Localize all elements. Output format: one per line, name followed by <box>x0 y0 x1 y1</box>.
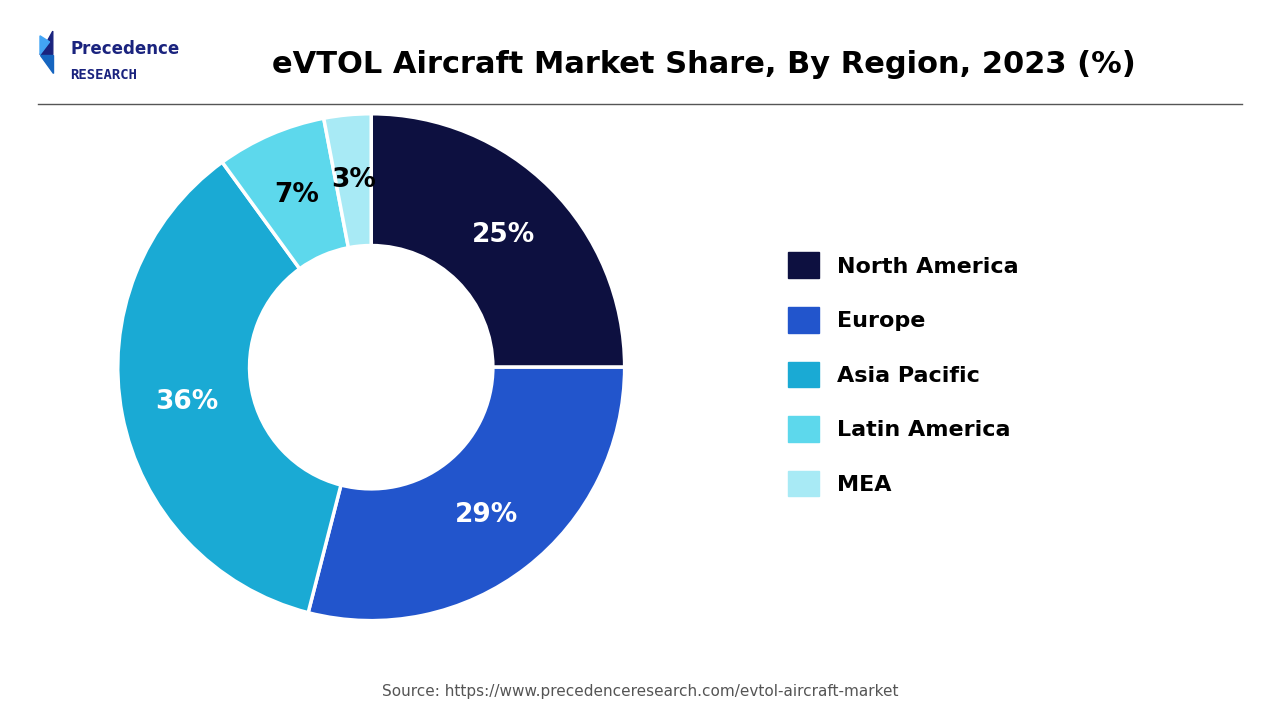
Text: 3%: 3% <box>332 168 376 194</box>
Wedge shape <box>118 162 340 613</box>
Text: 29%: 29% <box>454 503 518 528</box>
Legend: North America, Europe, Asia Pacific, Latin America, MEA: North America, Europe, Asia Pacific, Lat… <box>780 243 1028 505</box>
Polygon shape <box>40 31 52 55</box>
Polygon shape <box>40 36 50 55</box>
Text: eVTOL Aircraft Market Share, By Region, 2023 (%): eVTOL Aircraft Market Share, By Region, … <box>273 50 1135 79</box>
Text: Source: https://www.precedenceresearch.com/evtol-aircraft-market: Source: https://www.precedenceresearch.c… <box>381 684 899 698</box>
Text: 36%: 36% <box>155 390 219 415</box>
Wedge shape <box>223 118 348 269</box>
Text: 7%: 7% <box>274 182 319 208</box>
Polygon shape <box>40 55 52 73</box>
Wedge shape <box>308 367 625 621</box>
Text: Precedence: Precedence <box>70 40 179 58</box>
Wedge shape <box>324 114 371 248</box>
Text: RESEARCH: RESEARCH <box>70 68 137 82</box>
Wedge shape <box>371 114 625 367</box>
Text: 25%: 25% <box>472 222 535 248</box>
